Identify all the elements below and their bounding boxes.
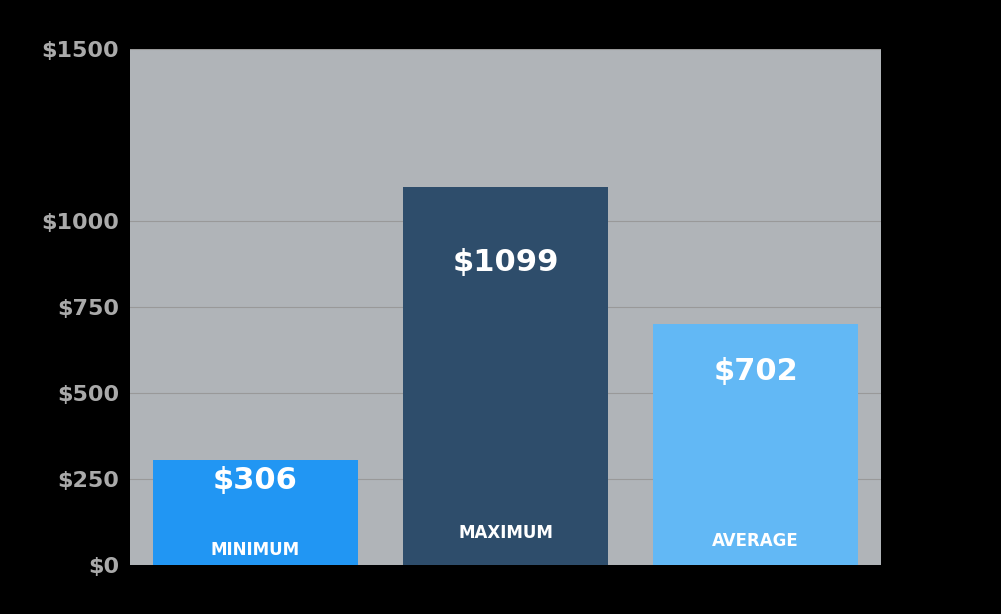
Bar [654,324,859,565]
Text: $306: $306 [213,466,297,495]
Text: AVERAGE: AVERAGE [713,532,799,550]
Bar [402,187,609,565]
Text: $1099: $1099 [452,248,559,277]
Text: $702: $702 [714,357,798,386]
Bar [152,460,358,565]
Text: MINIMUM: MINIMUM [210,540,300,559]
Text: MAXIMUM: MAXIMUM [458,524,553,542]
